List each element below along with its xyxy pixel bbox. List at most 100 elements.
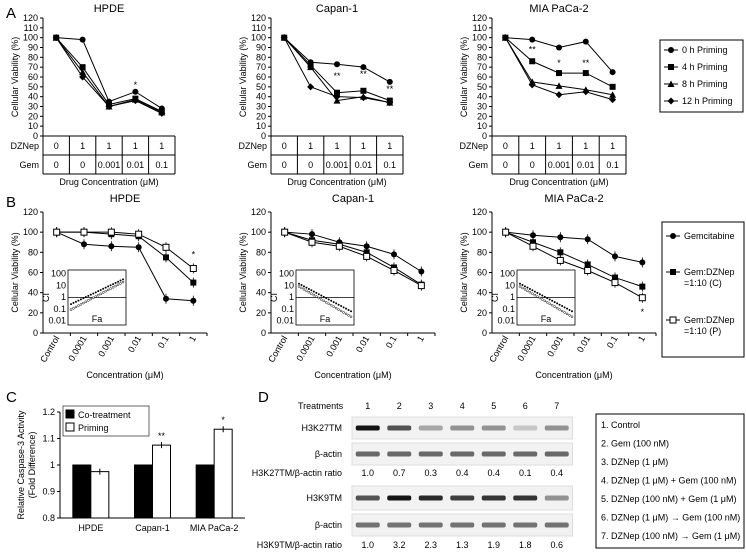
y-tick-label: 120 <box>23 13 38 23</box>
chart-title: MIA PaCa-2 <box>529 3 588 15</box>
h3k9tm-blot-band <box>481 495 506 501</box>
legend-label: 4 h Priming <box>682 62 728 72</box>
inset-point <box>568 308 571 311</box>
table-cell-dznep: 1 <box>159 141 164 151</box>
data-point <box>612 274 618 281</box>
data-point <box>52 34 60 42</box>
inset-point <box>74 305 78 309</box>
y-tick-label: 80 <box>256 247 266 257</box>
y-tick-label: 30 <box>28 102 38 112</box>
bar <box>72 464 92 519</box>
significance-mark: * <box>221 415 225 425</box>
inset-point <box>77 299 80 302</box>
table-cell-dznep: 1 <box>583 141 588 151</box>
data-point <box>529 58 536 65</box>
inset-point <box>307 291 311 294</box>
y-tick-label: 120 <box>472 207 487 217</box>
y-tick-label: 80 <box>477 247 487 257</box>
legend-marker <box>668 64 674 70</box>
inset-point <box>310 289 313 292</box>
x-axis-label: Drug Concentration (μM) <box>287 177 386 187</box>
chart-a-capan1: Capan-10102030405060708090100110120Cellu… <box>238 3 404 187</box>
data-point <box>158 109 166 117</box>
data-point <box>105 103 113 110</box>
inset-point <box>563 311 566 314</box>
inset-point <box>69 308 73 311</box>
treatment-legend-item: 2. Gem (100 nM) <box>601 439 669 449</box>
inset-point <box>322 295 325 298</box>
y-tick-label: 30 <box>477 102 487 112</box>
table-cell-gem: 0.001 <box>326 160 349 170</box>
significance-mark: ** <box>158 431 166 441</box>
h3k27tm-blot-band <box>387 425 412 431</box>
data-point <box>609 83 616 90</box>
actin2-blot-band <box>544 522 569 528</box>
y-tick-label: 100 <box>251 227 266 237</box>
data-point <box>529 36 536 43</box>
inset-point <box>347 314 350 317</box>
series-line <box>505 231 643 299</box>
inset-point <box>84 296 87 299</box>
x-tick-label: 1 <box>415 334 426 343</box>
h3k9tm-blot-band <box>513 495 538 501</box>
panel-label-d: D <box>258 389 269 406</box>
inset-point <box>89 297 93 301</box>
table-cell-dznep: 1 <box>361 141 366 151</box>
h3k27-ratio: 1.0 <box>361 468 374 478</box>
table-cell-gem: 0.1 <box>606 160 619 170</box>
inset-point <box>119 282 122 285</box>
inset-y-tick-label: 1 <box>510 292 515 302</box>
h3k9-ratio: 1.0 <box>361 540 374 550</box>
inset-point <box>325 297 328 300</box>
inset-point <box>533 293 537 297</box>
h3k27tm-blot-band <box>418 425 443 431</box>
h3k9-ratio: 1.8 <box>519 540 532 550</box>
series-line <box>284 231 422 272</box>
legend-marker <box>670 269 676 275</box>
inset-y-tick-label: 10 <box>505 280 515 290</box>
data-point <box>557 249 564 256</box>
actin1-blot-band <box>481 451 506 457</box>
y-tick-label: 0.8 <box>42 513 55 523</box>
lane-number: 1 <box>365 401 370 411</box>
data-point <box>334 89 340 96</box>
inset-point <box>327 302 330 306</box>
inset-point <box>337 308 340 311</box>
y-tick-label: 60 <box>28 72 38 82</box>
inset-y-axis-label: CI <box>41 293 51 302</box>
data-point <box>80 228 88 236</box>
inset-point <box>297 285 301 288</box>
inset-point <box>72 307 75 310</box>
data-point <box>81 241 87 248</box>
data-point <box>335 242 343 250</box>
y-tick-label: 50 <box>256 82 266 92</box>
y-tick-label: 20 <box>477 111 487 121</box>
inset-point <box>300 284 303 287</box>
lane-number: 6 <box>523 401 528 411</box>
h3k27-ratio: 0.1 <box>519 468 532 478</box>
y-axis-label: Cellular Viability (%) <box>459 232 469 312</box>
x-axis-label: Concentration (μM) <box>535 370 612 380</box>
chart-title: Capan-1 <box>316 3 358 15</box>
x-tick-label: 0.0001 <box>515 334 537 363</box>
table-cell-gem: 0 <box>530 160 535 170</box>
legend-box <box>661 221 745 358</box>
inset-point <box>531 292 534 295</box>
h3k9tm-blot-band <box>418 495 443 501</box>
inset-point <box>526 289 529 293</box>
table-cell-dznep: 0 <box>282 141 287 151</box>
y-tick-label: 1.1 <box>42 434 55 444</box>
inset-point <box>566 307 569 310</box>
inset-point <box>109 284 112 287</box>
inset-point <box>555 306 559 310</box>
inset-y-axis-label: CI <box>269 293 279 302</box>
inset-point <box>87 299 90 302</box>
y-tick-label: 100 <box>23 227 38 237</box>
inset-y-tick-label: 0.1 <box>281 304 294 314</box>
inset-point <box>558 308 561 311</box>
inset-y-tick-label: 0.1 <box>502 304 515 314</box>
treatment-legend-item: 1. Control <box>601 420 640 430</box>
data-point <box>582 88 590 96</box>
legend-box <box>659 39 744 113</box>
table-cell-gem: 0.01 <box>127 160 145 170</box>
